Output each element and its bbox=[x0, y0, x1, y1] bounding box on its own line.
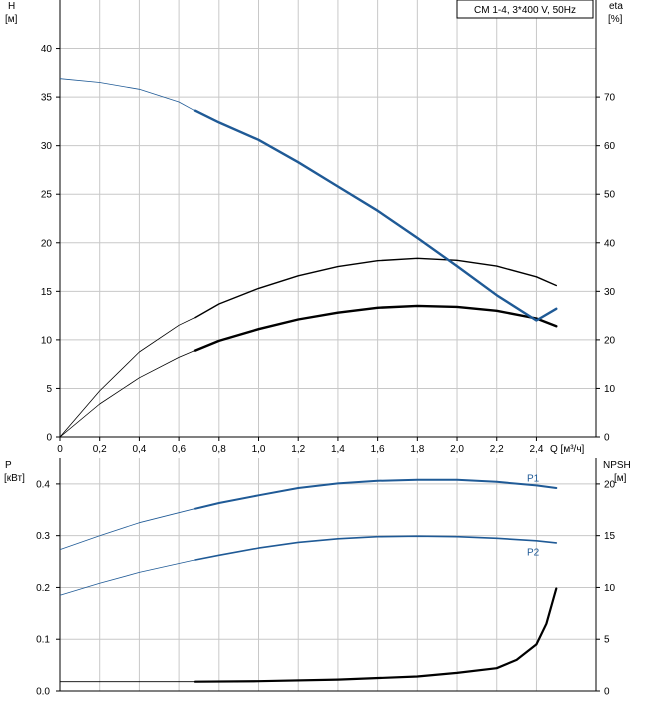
bot-left-axis-unit: [кВт] bbox=[4, 473, 25, 484]
x-tick-label-9: 1,8 bbox=[410, 444, 424, 455]
x-tick-label-1: 0,2 bbox=[93, 444, 107, 455]
bot-left-tick-label-4: 0.4 bbox=[36, 479, 50, 490]
top-right-tick-label-7: 70 bbox=[604, 93, 616, 104]
bot-left-tick-label-3: 0.3 bbox=[36, 531, 50, 542]
legend-box bbox=[456, 0, 594, 19]
bot-left-axis-label: P bbox=[5, 460, 12, 471]
p1-curve-thin bbox=[59, 508, 196, 550]
p2-curve-thin bbox=[59, 559, 196, 596]
x-axis-label: Q [м³/ч] bbox=[550, 444, 585, 455]
secondary-curve-thick bbox=[193, 304, 558, 352]
x-tick-label-3: 0,6 bbox=[172, 444, 186, 455]
bot-right-tick-label-4: 20 bbox=[604, 479, 616, 490]
x-tick-label-7: 1,4 bbox=[331, 444, 345, 455]
top-right-tick-label-0: 0 bbox=[604, 433, 610, 444]
top-left-axis-label: H bbox=[8, 1, 15, 12]
top-right-tick-label-5: 50 bbox=[604, 190, 616, 201]
head-curve-thin bbox=[59, 78, 196, 112]
top-left-tick-label-7: 35 bbox=[41, 93, 53, 104]
x-tick-label-6: 1,2 bbox=[291, 444, 305, 455]
bot-left-tick-label-2: 0.2 bbox=[36, 583, 50, 594]
x-tick-label-4: 0,8 bbox=[212, 444, 226, 455]
top-right-tick-label-3: 30 bbox=[604, 287, 616, 298]
top-left-tick-label-0: 0 bbox=[46, 433, 52, 444]
bot-right-tick-label-0: 0 bbox=[604, 687, 610, 698]
top-left-tick-label-5: 25 bbox=[41, 190, 53, 201]
top-left-tick-label-1: 5 bbox=[46, 384, 52, 395]
top-left-tick-label-8: 40 bbox=[41, 44, 53, 55]
eta-curve-thin bbox=[59, 317, 196, 438]
top-right-axis-label: eta bbox=[609, 1, 623, 12]
secondary-curve-thin bbox=[59, 350, 196, 438]
bot-right-tick-label-2: 10 bbox=[604, 583, 616, 594]
head-curve-thick bbox=[193, 109, 558, 322]
top-left-tick-label-4: 20 bbox=[41, 238, 53, 249]
x-tick-label-10: 2,0 bbox=[450, 444, 464, 455]
x-tick-label-8: 1,6 bbox=[371, 444, 385, 455]
p2-series-label: P2 bbox=[527, 547, 540, 558]
top-left-tick-label-6: 30 bbox=[41, 141, 53, 152]
eta-curve-thick bbox=[194, 257, 557, 319]
x-tick-label-11: 2,2 bbox=[490, 444, 504, 455]
x-tick-label-0: 0 bbox=[57, 444, 63, 455]
top-left-axis-unit: [м] bbox=[5, 14, 18, 25]
top-left-tick-label-2: 10 bbox=[41, 335, 53, 346]
p2-curve-thick bbox=[194, 535, 558, 561]
x-tick-label-12: 2,4 bbox=[529, 444, 543, 455]
p1-series-label: P1 bbox=[527, 473, 540, 484]
legend-text: CM 1-4, 3*400 V, 50Hz bbox=[474, 5, 576, 16]
bot-right-tick-label-3: 15 bbox=[604, 531, 616, 542]
x-tick-label-5: 1,0 bbox=[252, 444, 266, 455]
x-tick-label-2: 0,4 bbox=[132, 444, 146, 455]
top-right-tick-label-6: 60 bbox=[604, 141, 616, 152]
top-right-axis-unit: [%] bbox=[608, 14, 623, 25]
bot-left-tick-label-0: 0.0 bbox=[36, 687, 50, 698]
bot-right-axis-label: NPSH bbox=[603, 460, 631, 471]
top-right-tick-label-4: 40 bbox=[604, 238, 616, 249]
bot-right-tick-label-1: 5 bbox=[604, 635, 610, 646]
p1-curve-thick bbox=[194, 478, 558, 510]
top-left-tick-label-3: 15 bbox=[41, 287, 53, 298]
bot-right-axis-unit: [м] bbox=[614, 473, 627, 484]
top-right-tick-label-2: 20 bbox=[604, 335, 616, 346]
npsh-curve-thick bbox=[193, 587, 558, 683]
top-right-tick-label-1: 10 bbox=[604, 384, 616, 395]
bot-left-tick-label-1: 0.1 bbox=[36, 635, 50, 646]
